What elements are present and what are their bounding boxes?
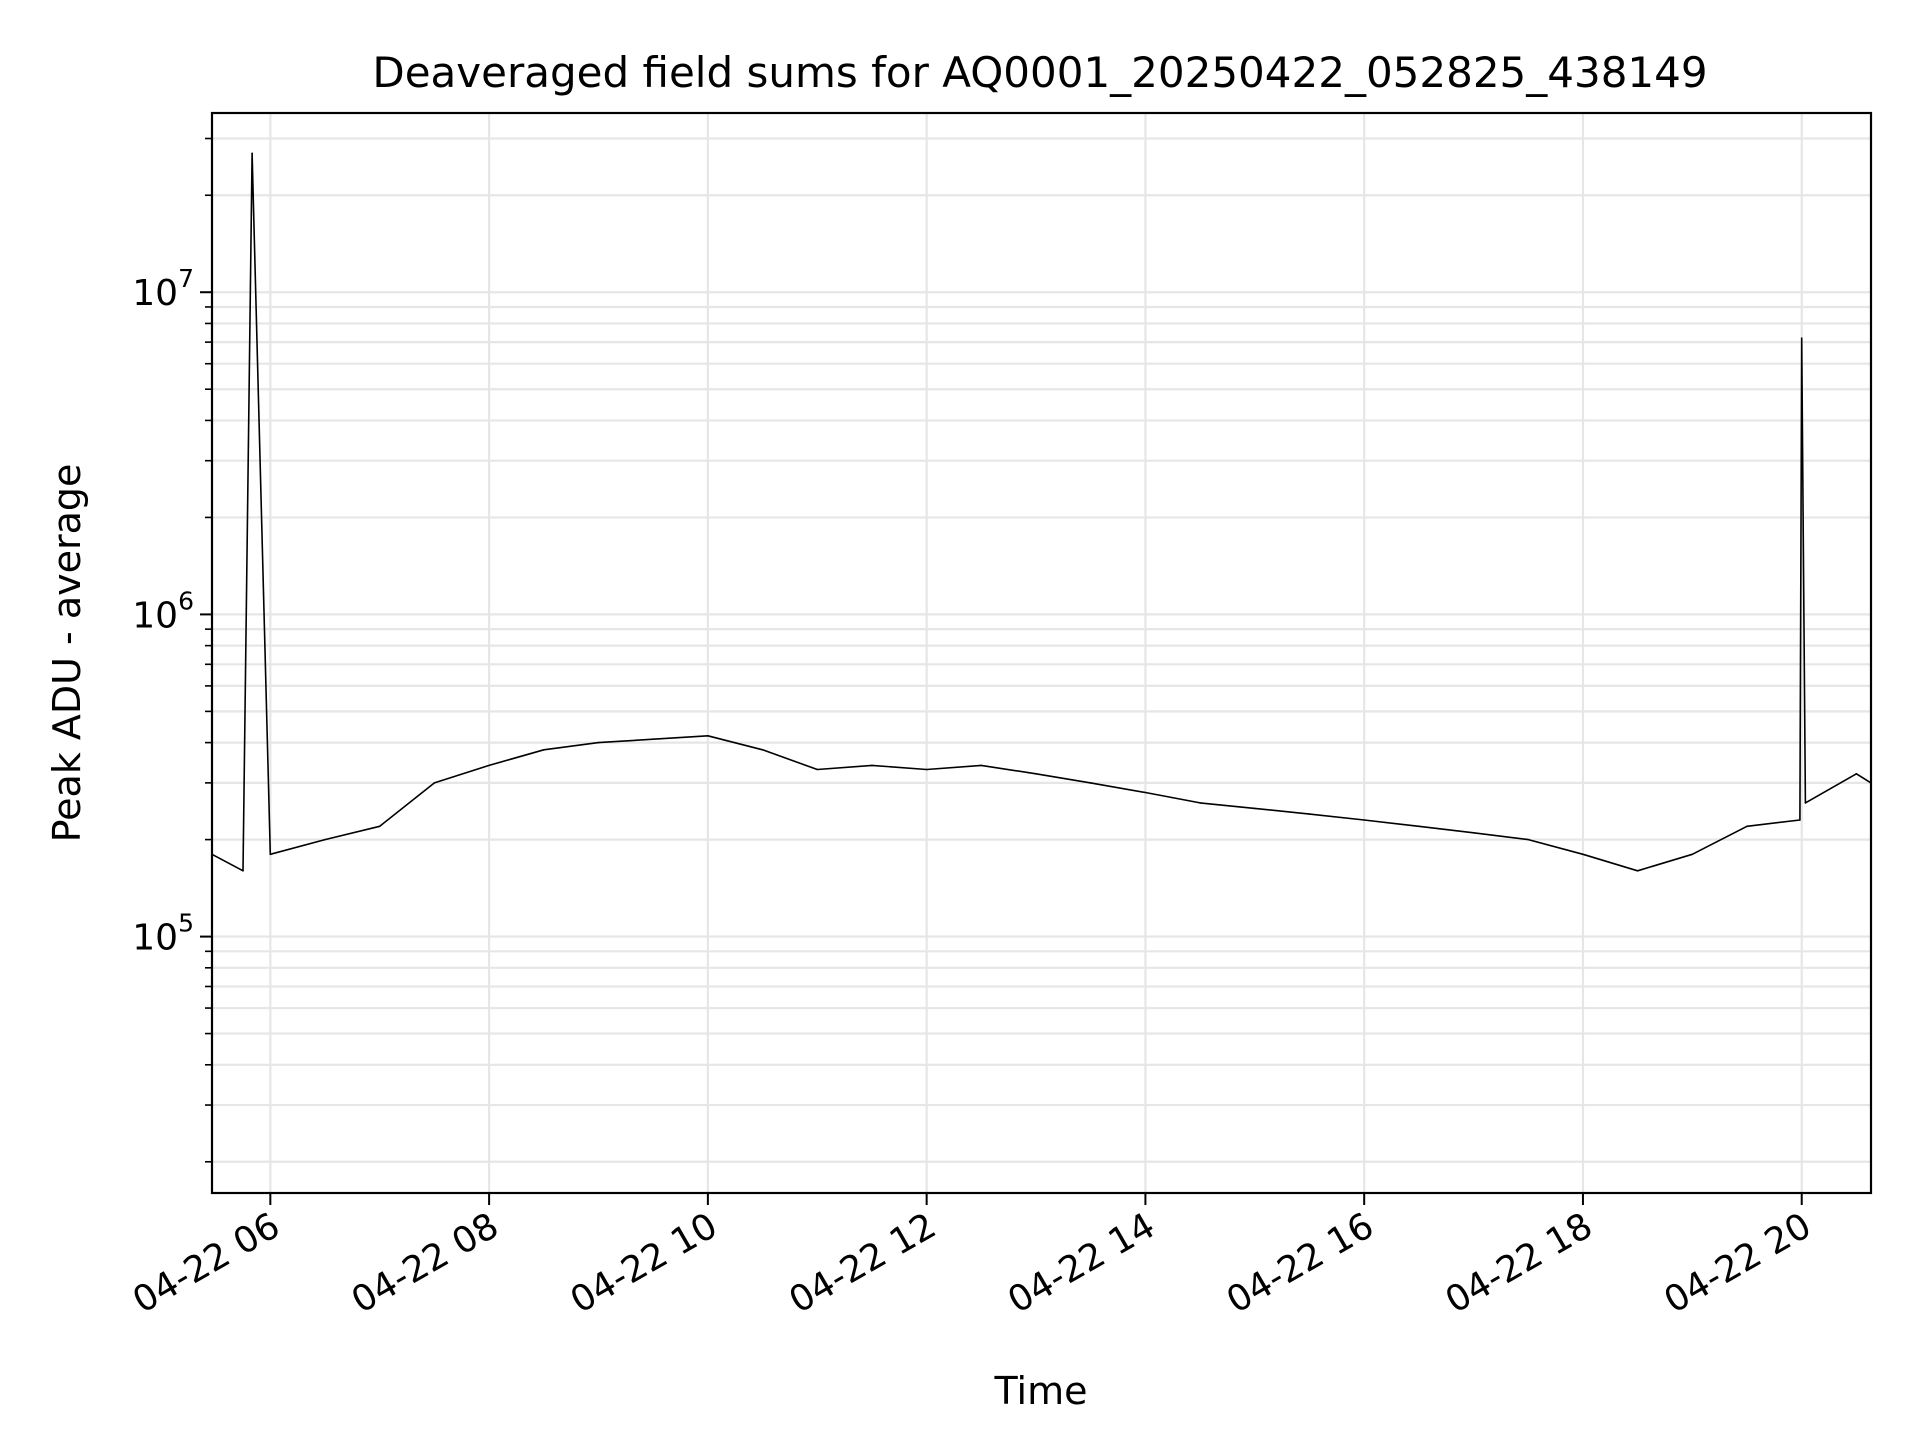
- series-line: [211, 152, 1872, 872]
- series-point: [761, 749, 764, 751]
- series-point: [433, 782, 436, 784]
- series-point: [1363, 819, 1365, 821]
- series-point: [1308, 813, 1311, 815]
- y-tick-label: 105: [132, 909, 194, 959]
- x-tick-label: 04-22 10: [564, 1205, 725, 1321]
- series-point: [925, 768, 928, 771]
- grid: [212, 113, 1871, 1193]
- y-axis-ticks: 105 106 107: [132, 137, 212, 1163]
- series-point: [597, 741, 600, 744]
- chart-title: Deaveraged field sums for AQ0001_2025042…: [372, 48, 1707, 97]
- series-point: [1089, 782, 1092, 784]
- series-point: [1799, 819, 1801, 821]
- series-point: [324, 838, 326, 841]
- series-point: [980, 764, 983, 767]
- series-point: [1582, 853, 1584, 856]
- series-point: [1144, 791, 1147, 794]
- series-point: [871, 764, 873, 767]
- x-axis-ticks: 04-22 06 04-22 08 04-22 10 04-22 12 04-22 14…: [126, 1193, 1818, 1322]
- series-point: [1800, 337, 1803, 340]
- series-point: [251, 152, 253, 155]
- series-point: [707, 735, 709, 737]
- series-point: [1199, 802, 1201, 804]
- series-path: [211, 152, 1872, 872]
- x-tick-label: 04-22 20: [1658, 1205, 1819, 1321]
- plot-frame: [210, 111, 1873, 1195]
- series-point: [1254, 807, 1256, 810]
- series-point: [1855, 773, 1858, 775]
- x-tick-label: 04-22 16: [1220, 1205, 1381, 1321]
- y-axis-label: Peak ADU - average: [45, 464, 89, 843]
- series-point: [1691, 853, 1694, 856]
- series-point: [242, 870, 244, 872]
- series-point: [1527, 838, 1530, 841]
- x-tick-label: 04-22 18: [1439, 1205, 1600, 1321]
- series-point: [1418, 825, 1420, 828]
- series-point: [543, 749, 545, 751]
- series-point: [1472, 832, 1475, 834]
- series-point: [1636, 870, 1639, 872]
- x-tick-label: 04-22 14: [1001, 1205, 1162, 1321]
- series-point: [652, 738, 654, 740]
- series-point: [378, 825, 381, 828]
- series-point: [269, 853, 272, 856]
- x-axis-label: Time: [994, 1369, 1088, 1413]
- series-point: [1804, 802, 1807, 804]
- x-tick-label: 04-22 12: [782, 1205, 943, 1321]
- series-point: [1035, 773, 1037, 775]
- x-tick-label: 04-22 06: [126, 1205, 287, 1321]
- series-point: [816, 768, 819, 771]
- series-point: [488, 764, 490, 767]
- x-tick-label: 04-22 08: [345, 1205, 506, 1321]
- y-tick-label: 107: [132, 264, 194, 314]
- series-point: [1746, 825, 1748, 828]
- y-tick-label: 106: [132, 586, 194, 636]
